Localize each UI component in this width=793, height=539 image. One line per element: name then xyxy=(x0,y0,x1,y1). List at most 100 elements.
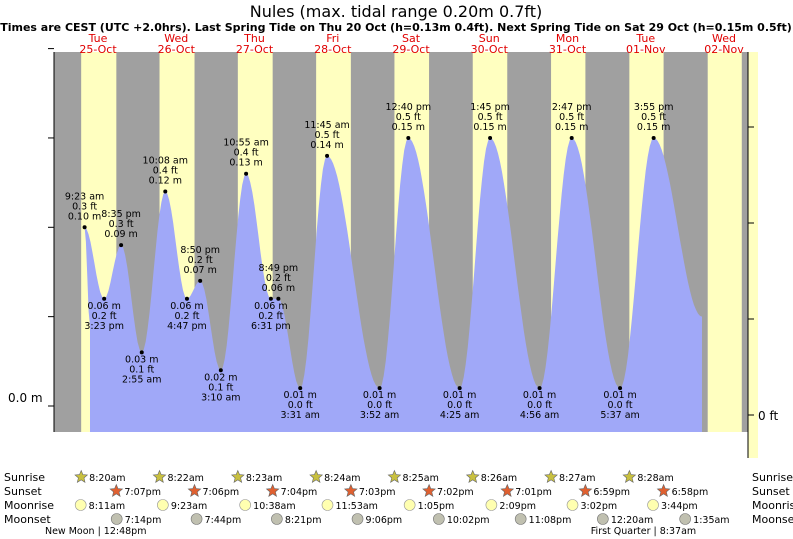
sunset-icon xyxy=(656,483,671,497)
tide-label: 8:49 pm xyxy=(259,263,299,274)
moonset-time: 12:20am xyxy=(611,515,653,526)
tide-point xyxy=(218,368,223,373)
moonset-icon xyxy=(597,513,609,525)
tide-label: 4:47 pm xyxy=(167,321,207,332)
day-of-week-label: Mon xyxy=(556,32,579,45)
tide-label: 2:47 pm xyxy=(552,102,592,113)
tide-point xyxy=(82,225,87,230)
tide-label: 0.07 m xyxy=(183,265,216,276)
day-of-week-label: Wed xyxy=(712,32,736,45)
date-label: 25-Oct xyxy=(79,43,117,56)
chart-subtitle: Times are CEST (UTC +2.0hrs). Last Sprin… xyxy=(0,21,792,34)
date-label: 26-Oct xyxy=(158,43,196,56)
tide-label: 0.1 ft xyxy=(129,364,154,375)
moonset-icon xyxy=(679,513,691,525)
tide-point xyxy=(377,386,382,391)
sunset-icon xyxy=(422,483,436,497)
tide-label: 10:08 am xyxy=(143,156,188,167)
moonrise-time: 2:09pm xyxy=(499,501,536,512)
tide-point xyxy=(184,296,189,301)
sunset-time: 7:01pm xyxy=(515,487,552,498)
tide-label: 0.02 m xyxy=(204,372,237,383)
moonset-icon xyxy=(514,513,527,525)
sunrise-icon xyxy=(465,469,480,483)
tide-label: 0.5 ft xyxy=(315,130,340,141)
moonset-time: 11:08pm xyxy=(529,515,572,526)
moonrise-time: 10:38am xyxy=(253,501,295,512)
moonset-time: 10:02pm xyxy=(447,515,490,526)
sunset-time: 7:02pm xyxy=(437,487,474,498)
row-label-right: Moonrise xyxy=(752,499,793,512)
tide-label: 0.1 ft xyxy=(208,382,233,393)
tide-label: 0.0 ft xyxy=(447,400,472,411)
moonset-time: 1:35am xyxy=(693,515,729,526)
moonrise-icon xyxy=(239,499,251,511)
tide-point xyxy=(457,386,462,391)
row-label-left: Sunrise xyxy=(4,471,45,484)
moon-phase-label: New Moon | 12:48pm xyxy=(45,526,147,537)
moonset-icon xyxy=(271,513,283,525)
sunset-time: 6:58pm xyxy=(672,487,709,498)
tide-label: 0.01 m xyxy=(443,390,476,401)
sunrise-time: 8:23am xyxy=(246,473,282,484)
sunrise-time: 8:26am xyxy=(481,473,517,484)
tide-label: 0.13 m xyxy=(229,158,262,169)
sunrise-icon xyxy=(74,469,89,483)
tide-point xyxy=(325,153,330,158)
row-label-left: Moonrise xyxy=(4,499,54,512)
sunset-time: 7:04pm xyxy=(281,487,318,498)
moonrise-icon xyxy=(74,499,87,511)
tide-label: 4:25 am xyxy=(440,410,479,421)
row-label-right: Sunset xyxy=(752,485,790,498)
day-of-week-label: Tue xyxy=(88,32,108,45)
tide-label: 0.06 m xyxy=(170,301,203,312)
moon-phase-label: First Quarter | 8:37am xyxy=(591,526,696,537)
sunset-time: 7:06pm xyxy=(203,487,240,498)
sunrise-icon xyxy=(309,469,324,483)
tide-label: 0.5 ft xyxy=(559,112,584,123)
moonrise-icon xyxy=(403,499,416,511)
date-label: 30-Oct xyxy=(471,43,509,56)
tide-label: 3:55 pm xyxy=(634,102,674,113)
tide-label: 0.06 m xyxy=(254,301,287,312)
sunrise-time: 8:28am xyxy=(637,473,673,484)
tide-label: 0.2 ft xyxy=(188,255,213,266)
tide-label: 0.5 ft xyxy=(641,112,666,123)
tide-point xyxy=(276,296,281,301)
tide-point xyxy=(298,386,303,391)
tide-label: 3:10 am xyxy=(201,392,240,403)
date-label: 29-Oct xyxy=(392,43,430,56)
sunrise-icon xyxy=(230,469,245,483)
tide-label: 0.2 ft xyxy=(258,311,283,322)
sunset-time: 7:07pm xyxy=(124,487,161,498)
day-of-week-label: Wed xyxy=(164,32,188,45)
tide-label: 9:23 am xyxy=(65,191,104,202)
moonset-icon xyxy=(190,513,203,525)
tide-label: 0.2 ft xyxy=(174,311,199,322)
tide-label: 6:31 pm xyxy=(251,321,291,332)
moonrise-time: 8:11am xyxy=(89,501,125,512)
tide-curve xyxy=(84,137,703,432)
tide-label: 0.01 m xyxy=(283,390,316,401)
tide-point xyxy=(139,350,144,355)
tide-label: 0.06 m xyxy=(87,301,120,312)
sunrise-icon xyxy=(622,469,637,483)
tide-label: 3:23 pm xyxy=(84,321,124,332)
tide-point xyxy=(163,189,168,194)
moonset-time: 7:14pm xyxy=(125,515,162,526)
date-label: 01-Nov xyxy=(626,43,666,56)
tide-label: 0.15 m xyxy=(637,122,670,133)
moonset-time: 8:21pm xyxy=(285,515,322,526)
date-label: 31-Oct xyxy=(549,43,587,56)
day-of-week-label: Thu xyxy=(243,32,265,45)
tide-label: 0.0 ft xyxy=(288,400,313,411)
day-of-week-label: Sun xyxy=(479,32,500,45)
tide-label: 0.4 ft xyxy=(153,166,178,177)
date-label: 02-Nov xyxy=(704,43,744,56)
tide-point xyxy=(569,135,574,140)
sunrise-time: 8:24am xyxy=(324,473,360,484)
moonset-icon xyxy=(110,513,123,525)
moonrise-time: 1:05pm xyxy=(418,501,455,512)
tide-label: 8:35 pm xyxy=(101,209,141,220)
